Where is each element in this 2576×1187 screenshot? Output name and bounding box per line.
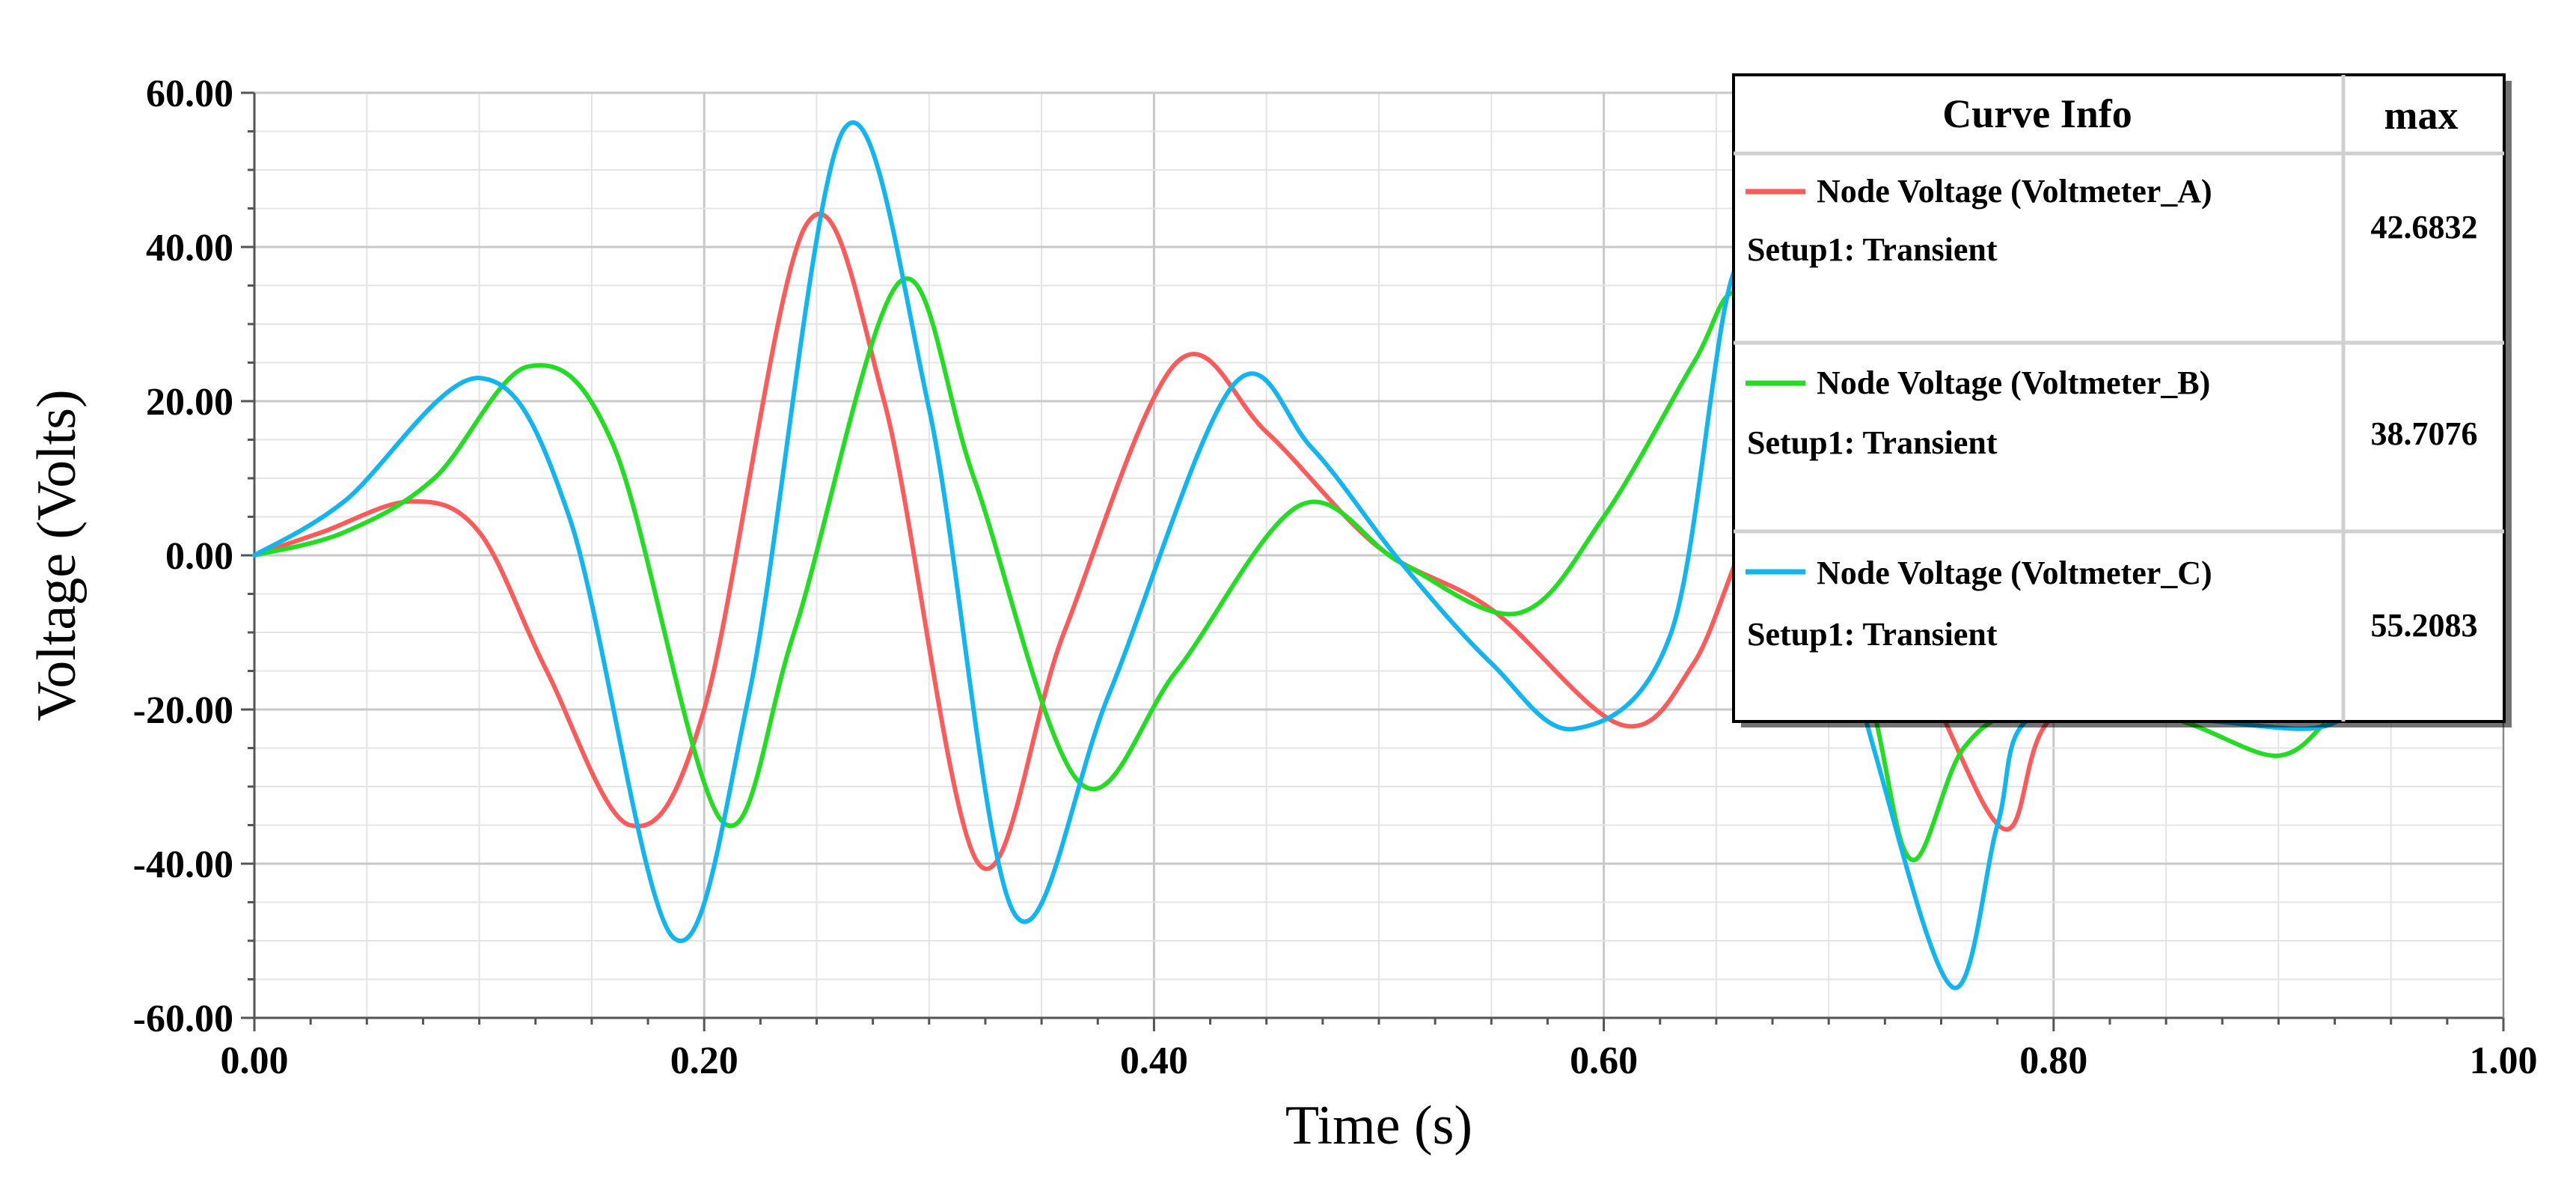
x-tick-label: 0.40 <box>1120 1040 1188 1082</box>
legend-entry-a-setup: Setup1: Transient <box>1747 231 1998 268</box>
legend-box <box>1732 73 2506 723</box>
legend-entry-b-name: Node Voltage (Voltmeter_B) <box>1817 364 2210 401</box>
x-tick-label: 0.60 <box>1570 1040 1638 1082</box>
legend-entry-a-max: 42.6832 <box>2371 209 2478 245</box>
legend-entry-b-setup: Setup1: Transient <box>1747 424 1998 461</box>
legend: Curve Info max Node Voltage (Voltmeter_A… <box>1732 73 2512 727</box>
y-tick-label: 40.00 <box>146 227 233 269</box>
x-tick-label: 0.00 <box>221 1040 289 1082</box>
y-tick-label: 60.00 <box>146 73 233 115</box>
legend-header-curve-info: Curve Info <box>1942 91 2132 136</box>
x-axis-title: Time (s) <box>1285 1095 1472 1156</box>
y-tick-label: -20.00 <box>133 689 233 732</box>
x-tick-label: 0.20 <box>670 1040 738 1082</box>
legend-entry-c-name: Node Voltage (Voltmeter_C) <box>1817 555 2212 591</box>
series-line-voltmeter-c <box>252 120 2349 990</box>
y-axis-title: Voltage (Volts) <box>26 389 88 721</box>
x-tick-label: 1.00 <box>2470 1040 2538 1082</box>
y-tick-label: -40.00 <box>133 843 233 886</box>
legend-header-max: max <box>2384 93 2459 138</box>
series-line-voltmeter-b <box>252 276 2326 862</box>
legend-entry-b-max: 38.7076 <box>2371 415 2478 452</box>
legend-entry-a-name: Node Voltage (Voltmeter_A) <box>1817 173 2212 210</box>
legend-entry-c-max: 55.2083 <box>2371 607 2478 644</box>
legend-entry-c-setup: Setup1: Transient <box>1747 616 1998 653</box>
x-tick-label: 0.80 <box>2019 1040 2087 1082</box>
y-tick-label: 0.00 <box>165 535 233 578</box>
y-tick-label: -60.00 <box>133 998 233 1040</box>
y-tick-label: 20.00 <box>146 381 233 424</box>
tick-labels: 60.0040.0020.000.00-20.00-40.00-60.000.0… <box>133 73 2538 1082</box>
